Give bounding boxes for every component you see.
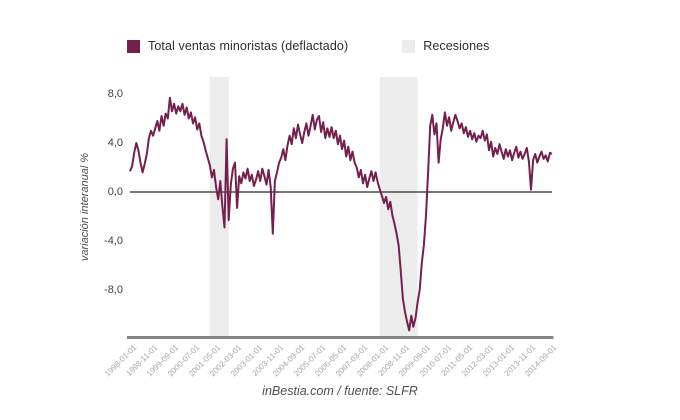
- y-tick-label: 0,0: [107, 185, 123, 198]
- legend-series-label: Total ventas minoristas (deflactado): [148, 39, 349, 53]
- series-line: [129, 96, 553, 332]
- y-tick-label: 4,0: [107, 136, 123, 149]
- recession-band: [209, 77, 229, 337]
- recession-band: [379, 77, 418, 337]
- legend-recessions-label: Recesiones: [423, 39, 490, 53]
- y-tick-label: -8,0: [104, 283, 123, 296]
- y-tick-label: -4,0: [104, 234, 123, 247]
- legend-item-recessions[interactable]: Recesiones: [402, 39, 489, 53]
- source-attribution: inBestia.com / fuente: SLFR: [262, 384, 418, 398]
- legend-item-series[interactable]: Total ventas minoristas (deflactado): [127, 39, 348, 53]
- recessions-swatch-icon: [402, 39, 416, 53]
- series-swatch-icon: [127, 39, 140, 53]
- legend: Total ventas minoristas (deflactado) Rec…: [127, 39, 490, 53]
- y-tick-label: 8,0: [107, 87, 123, 100]
